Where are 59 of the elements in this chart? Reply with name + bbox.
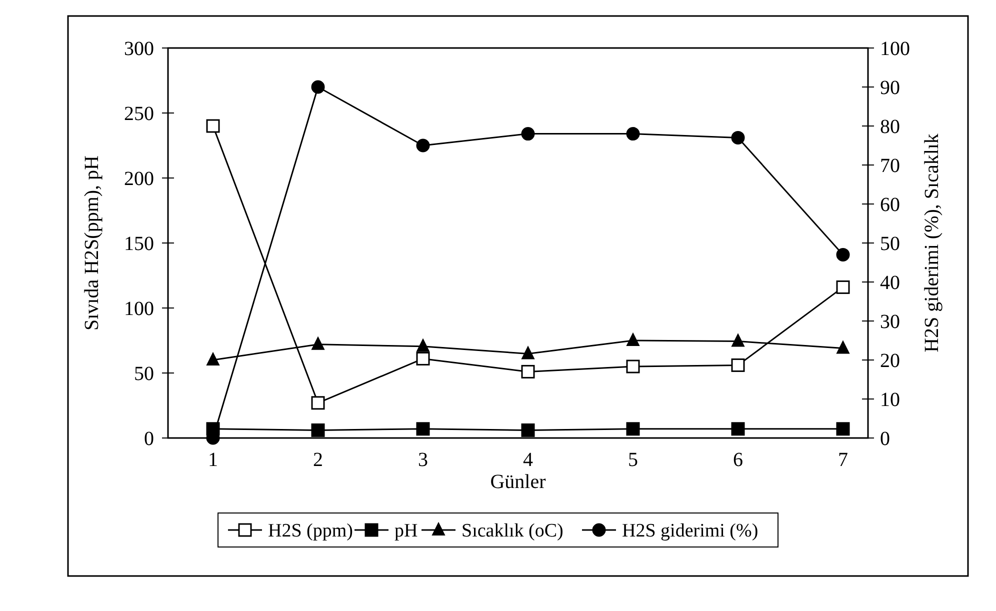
y2-tick-label: 40 [880, 272, 900, 294]
point [311, 80, 325, 94]
y-tick-label: 150 [124, 233, 154, 255]
y-tick-label: 0 [144, 428, 154, 450]
legend-label: H2S (ppm) [268, 520, 353, 542]
point [731, 130, 745, 144]
point [731, 422, 745, 436]
point [836, 280, 850, 294]
x-tick-label: 4 [523, 449, 533, 471]
x-tick-label: 6 [733, 449, 743, 471]
y-tick-label: 200 [124, 168, 154, 190]
point [206, 119, 220, 133]
x-tick-label: 2 [313, 449, 323, 471]
x-tick-label: 3 [418, 449, 428, 471]
point [521, 127, 535, 141]
point [522, 346, 534, 360]
point [732, 334, 744, 347]
legend-label: Sıcaklık (oC) [462, 520, 564, 542]
y2-tick-label: 70 [880, 155, 900, 177]
y2-tick-label: 50 [880, 233, 900, 255]
y-tick-label: 50 [134, 363, 154, 385]
y2-tick-label: 10 [880, 389, 900, 411]
point [416, 422, 430, 436]
point [836, 248, 850, 262]
y2-tick-label: 90 [880, 77, 900, 99]
point [416, 338, 430, 352]
x-tick-label: 7 [838, 449, 848, 471]
y-axis-title: Sıvıda H2S(ppm), pH [81, 156, 103, 330]
point [626, 360, 640, 374]
point [311, 423, 325, 437]
y2-tick-label: 80 [880, 116, 900, 138]
y2-tick-label: 20 [880, 350, 900, 372]
y2-tick-label: 0 [880, 428, 890, 450]
x-tick-label: 1 [208, 449, 218, 471]
point [836, 340, 850, 354]
y2-tick-label: 60 [880, 194, 900, 216]
y2-tick-label: 30 [880, 311, 900, 333]
y-tick-label: 100 [124, 298, 154, 320]
point [206, 352, 220, 366]
point [836, 422, 850, 436]
point [206, 422, 220, 436]
point [521, 423, 535, 437]
point [626, 422, 640, 436]
y-tick-label: 300 [124, 38, 154, 60]
point [312, 336, 324, 350]
legend-label: H2S giderimi (%) [622, 520, 758, 542]
point [521, 364, 535, 378]
legend-label: pH [394, 520, 418, 542]
x-axis-title: Günler [490, 471, 546, 493]
y-tick-label: 250 [124, 103, 154, 125]
y2-tick-label: 100 [880, 38, 910, 60]
point [311, 396, 325, 410]
x-tick-label: 5 [628, 449, 638, 471]
point [416, 352, 430, 366]
point [626, 127, 640, 141]
point [731, 358, 745, 372]
point [416, 138, 430, 152]
y2-axis-title: H2S giderimi (%), Sıcaklık [921, 134, 943, 352]
point [626, 333, 640, 346]
